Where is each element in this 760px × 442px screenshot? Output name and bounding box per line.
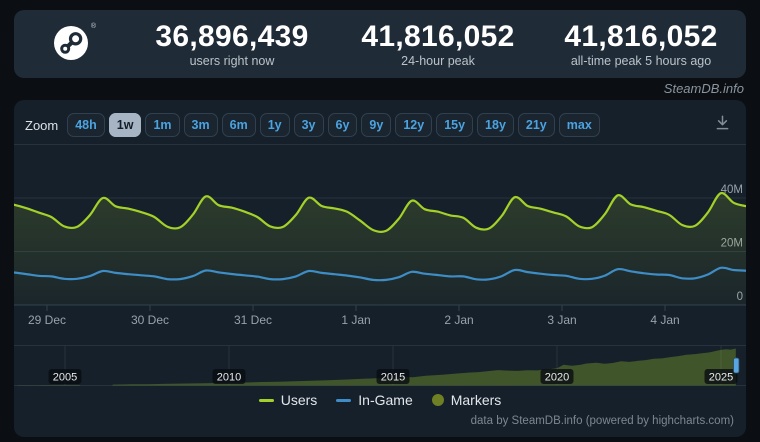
- legend-label: In-Game: [358, 392, 413, 408]
- legend-item-in-game[interactable]: In-Game: [336, 392, 413, 408]
- zoom-button-15y[interactable]: 15y: [436, 113, 474, 137]
- zoom-button-6y[interactable]: 6y: [327, 113, 358, 137]
- x-axis-label: 2 Jan: [444, 313, 473, 327]
- legend-label: Markers: [450, 392, 502, 408]
- x-axis-label: 31 Dec: [234, 313, 272, 327]
- stat-label: all-time peak 5 hours ago: [570, 54, 712, 68]
- navigator-handle[interactable]: [733, 357, 740, 374]
- navigator-year-label: 2010: [217, 372, 241, 384]
- users-line-swatch: [258, 398, 274, 402]
- navigator-year-label: 2005: [53, 372, 77, 384]
- x-axis-label: 29 Dec: [28, 313, 66, 327]
- x-axis-label: 4 Jan: [650, 313, 679, 327]
- in-game-line-swatch: [336, 398, 352, 402]
- stat-value: 41,816,052: [361, 20, 515, 53]
- zoom-button-1m[interactable]: 1m: [145, 113, 180, 137]
- zoom-button-3y[interactable]: 3y: [293, 113, 324, 137]
- download-button[interactable]: [714, 114, 731, 136]
- navigator-area-fill: [17, 385, 80, 386]
- zoom-buttons-group: 48h 1w 1m 3m 6m 1y 3y 6y 9y 12y 15y 18y 21y max: [67, 113, 604, 137]
- users-area-fill: [12, 193, 747, 305]
- zoom-button-1w[interactable]: 1w: [108, 113, 142, 137]
- download-icon: [716, 115, 729, 130]
- stat-users-right-now: 36,896,439 users right now: [155, 21, 308, 69]
- users-series-line: [11, 191, 748, 234]
- zoom-button-12y[interactable]: 12y: [395, 113, 433, 137]
- zoom-button-6m[interactable]: 6m: [221, 113, 256, 137]
- markers-circle-swatch: [431, 394, 444, 406]
- navigator-year-label: 2015: [381, 372, 405, 384]
- x-axis-label: 3 Jan: [547, 313, 576, 327]
- registered-trademark: ®: [90, 23, 96, 30]
- navigator-year-label: 2025: [709, 372, 733, 384]
- stats-header: ® 36,896,439 users right now 41,816,052 …: [14, 10, 746, 78]
- year-label-badge: [212, 369, 246, 384]
- stat-label: users right now: [189, 54, 275, 68]
- year-label-badge: [540, 369, 574, 384]
- legend-item-markers[interactable]: Markers: [431, 392, 502, 408]
- x-axis-label: 1 Jan: [341, 313, 370, 327]
- navigator-area-fill: [112, 348, 736, 386]
- stat-value: 41,816,052: [564, 20, 718, 53]
- zoom-button-max[interactable]: max: [558, 113, 600, 137]
- steam-logo-icon: [54, 26, 88, 60]
- year-label-badge: [48, 369, 82, 384]
- steam-logo[interactable]: ®: [54, 23, 96, 64]
- legend-item-users[interactable]: Users: [258, 392, 318, 408]
- zoom-toolbar: Zoom 48h 1w 1m 3m 6m 1y 3y 6y 9y 12y 15y 18y 21y max: [24, 112, 736, 138]
- zoom-button-1y[interactable]: 1y: [259, 113, 290, 137]
- in-game-series-line: [11, 266, 748, 282]
- year-label-badge: [704, 369, 738, 384]
- year-label-badge: [376, 369, 410, 384]
- zoom-button-9y[interactable]: 9y: [361, 113, 392, 137]
- steamdb-watermark: SteamDB.info: [663, 81, 744, 96]
- stat-all-time-peak: 41,816,052 all-time peak 5 hours ago: [564, 21, 717, 69]
- stat-value: 36,896,439: [155, 20, 309, 53]
- chart-panel: Zoom 48h 1w 1m 3m 6m 1y 3y 6y 9y 12y 15y 18y 21y max …: [11, 100, 748, 437]
- zoom-button-3m[interactable]: 3m: [183, 113, 218, 137]
- stat-label: 24-hour peak: [401, 54, 475, 68]
- stat-24-hour-peak: 41,816,052 24-hour peak: [361, 21, 514, 69]
- x-axis-label: 30 Dec: [131, 313, 169, 327]
- zoom-button-21y[interactable]: 21y: [517, 113, 555, 137]
- zoom-label: Zoom: [25, 117, 59, 133]
- chart-legend: Users In-Game Markers: [14, 392, 746, 408]
- zoom-button-18y[interactable]: 18y: [477, 113, 514, 137]
- credits-link[interactable]: data by SteamDB.info (powered by highcha…: [470, 415, 734, 427]
- zoom-button-48h[interactable]: 48h: [67, 113, 105, 137]
- navigator[interactable]: 2005 2010 2015 2020 2025: [14, 345, 746, 389]
- y-axis-label: 40M: [721, 184, 743, 196]
- navigator-year-label: 2020: [545, 372, 569, 384]
- legend-label: Users: [280, 392, 318, 408]
